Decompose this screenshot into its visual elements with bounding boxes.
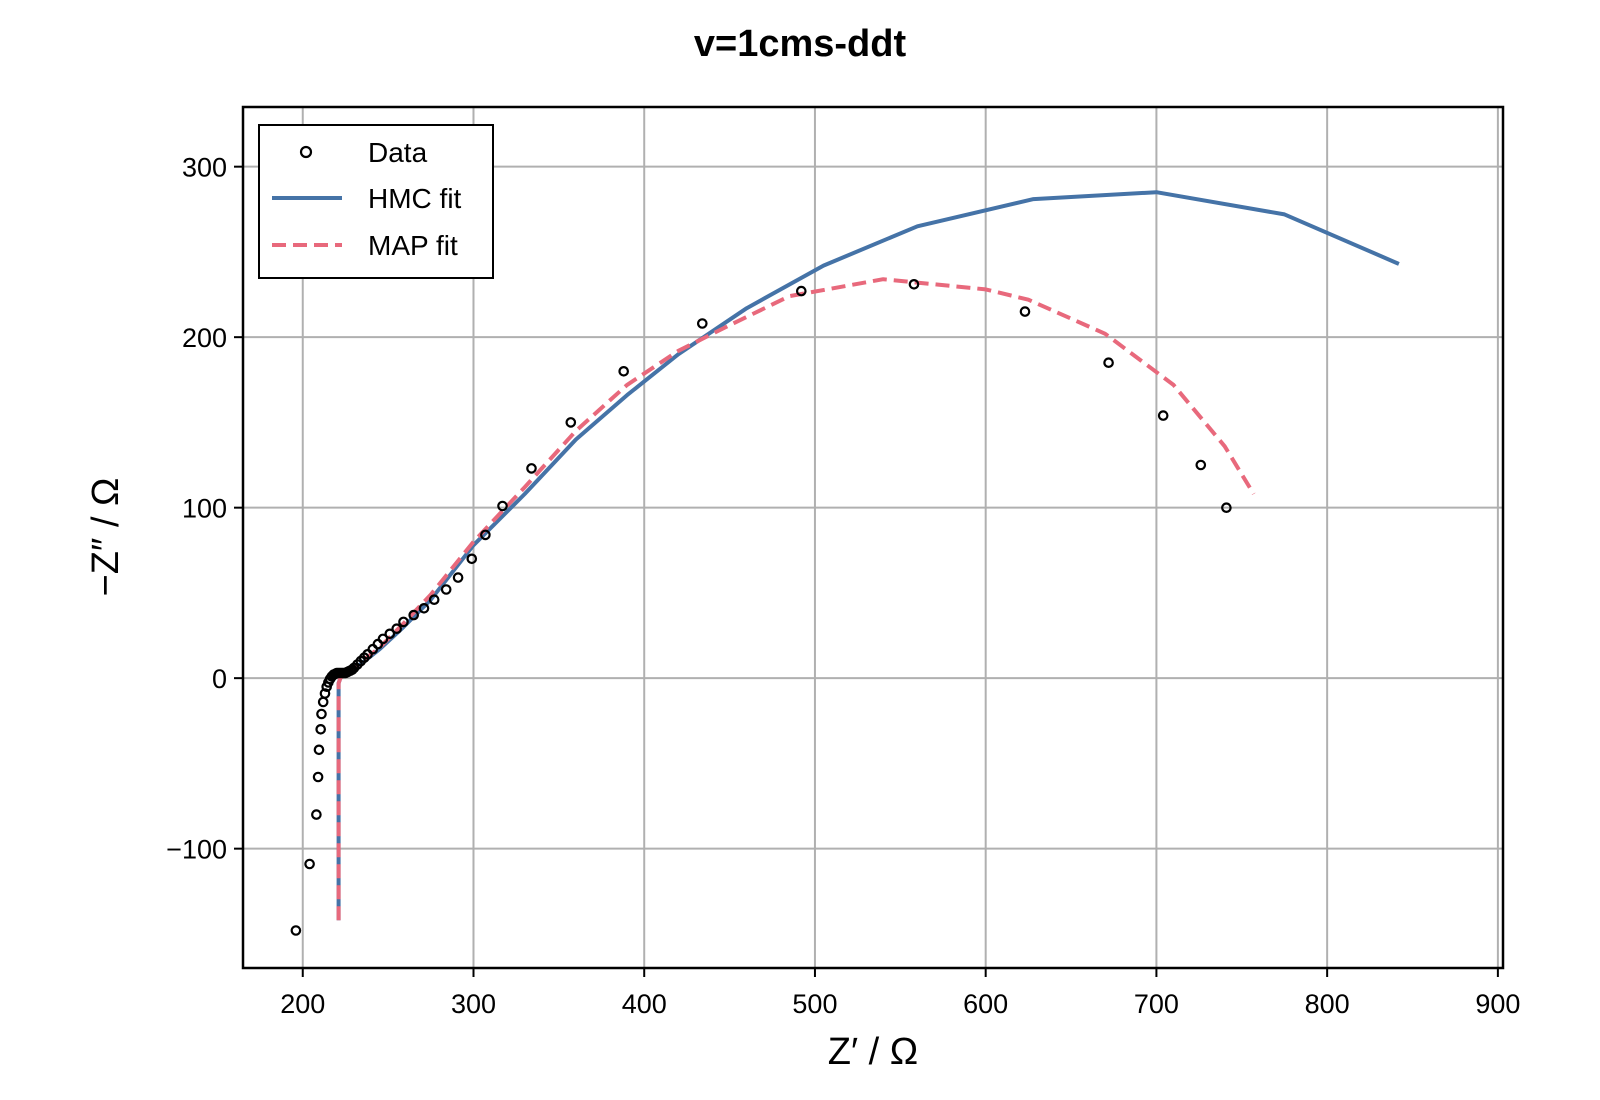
plot-frame <box>241 105 1505 970</box>
data-point <box>377 633 389 645</box>
x-tick-label: 500 <box>792 989 837 1019</box>
axis-ticks: 200 300 400 500 600 700 800 900 −100 0 100 200 300 <box>166 153 1520 1019</box>
data-point <box>497 500 508 512</box>
data-point <box>908 278 920 290</box>
data-point <box>565 417 577 428</box>
y-tick-label: 300 <box>182 153 227 183</box>
data-point <box>1157 410 1169 421</box>
x-tick-label: 300 <box>451 989 496 1019</box>
data-point <box>618 365 629 377</box>
data-point <box>398 616 409 628</box>
data-point <box>466 553 478 565</box>
data-point <box>313 744 325 756</box>
legend-label-hmc: HMC fit <box>368 183 462 214</box>
data-point <box>311 809 322 820</box>
data-point <box>1019 306 1031 317</box>
data-point <box>1221 502 1232 513</box>
data-point <box>418 602 430 614</box>
data-point <box>526 463 537 474</box>
legend-marker-data <box>299 145 313 159</box>
series-line-hmc-fit <box>336 190 1400 921</box>
y-tick-label: 100 <box>182 494 227 524</box>
y-tick-label: 200 <box>182 323 227 353</box>
legend-box <box>258 124 494 279</box>
data-point <box>428 594 440 605</box>
legend-label-data: Data <box>368 137 428 168</box>
data-point <box>315 723 326 735</box>
data-point <box>480 529 491 541</box>
legend-label-map: MAP fit <box>368 230 458 261</box>
data-point <box>391 623 402 634</box>
x-tick-label: 600 <box>963 989 1008 1019</box>
data-point <box>304 858 315 870</box>
data-point <box>319 688 331 699</box>
x-axis-label: Z′ / Ω <box>828 1031 918 1073</box>
x-tick-label: 800 <box>1305 989 1350 1019</box>
chart-title: v=1cms-ddt <box>694 23 907 65</box>
data-point <box>440 584 452 595</box>
series-line-map-fit <box>336 277 1256 921</box>
x-tick-label: 900 <box>1475 989 1520 1019</box>
data-point <box>696 318 708 329</box>
data-point <box>290 925 302 936</box>
x-tick-label: 200 <box>280 989 325 1019</box>
data-point <box>312 771 324 783</box>
series-layer <box>290 190 1400 936</box>
x-tick-label: 400 <box>622 989 667 1019</box>
y-tick-label: −100 <box>166 835 227 865</box>
data-point <box>795 285 807 297</box>
data-point <box>317 696 329 708</box>
legend: Data HMC fit MAP fit <box>258 124 494 279</box>
y-tick-label: 0 <box>212 664 227 694</box>
data-point <box>1195 459 1207 471</box>
y-axis-label: −Z″ / Ω <box>85 478 127 597</box>
data-point <box>316 708 327 720</box>
data-point <box>452 572 464 583</box>
data-point <box>1103 357 1114 368</box>
grid-lines <box>243 107 1503 968</box>
data-point <box>408 609 419 621</box>
data-point <box>384 628 396 640</box>
x-tick-label: 700 <box>1134 989 1179 1019</box>
